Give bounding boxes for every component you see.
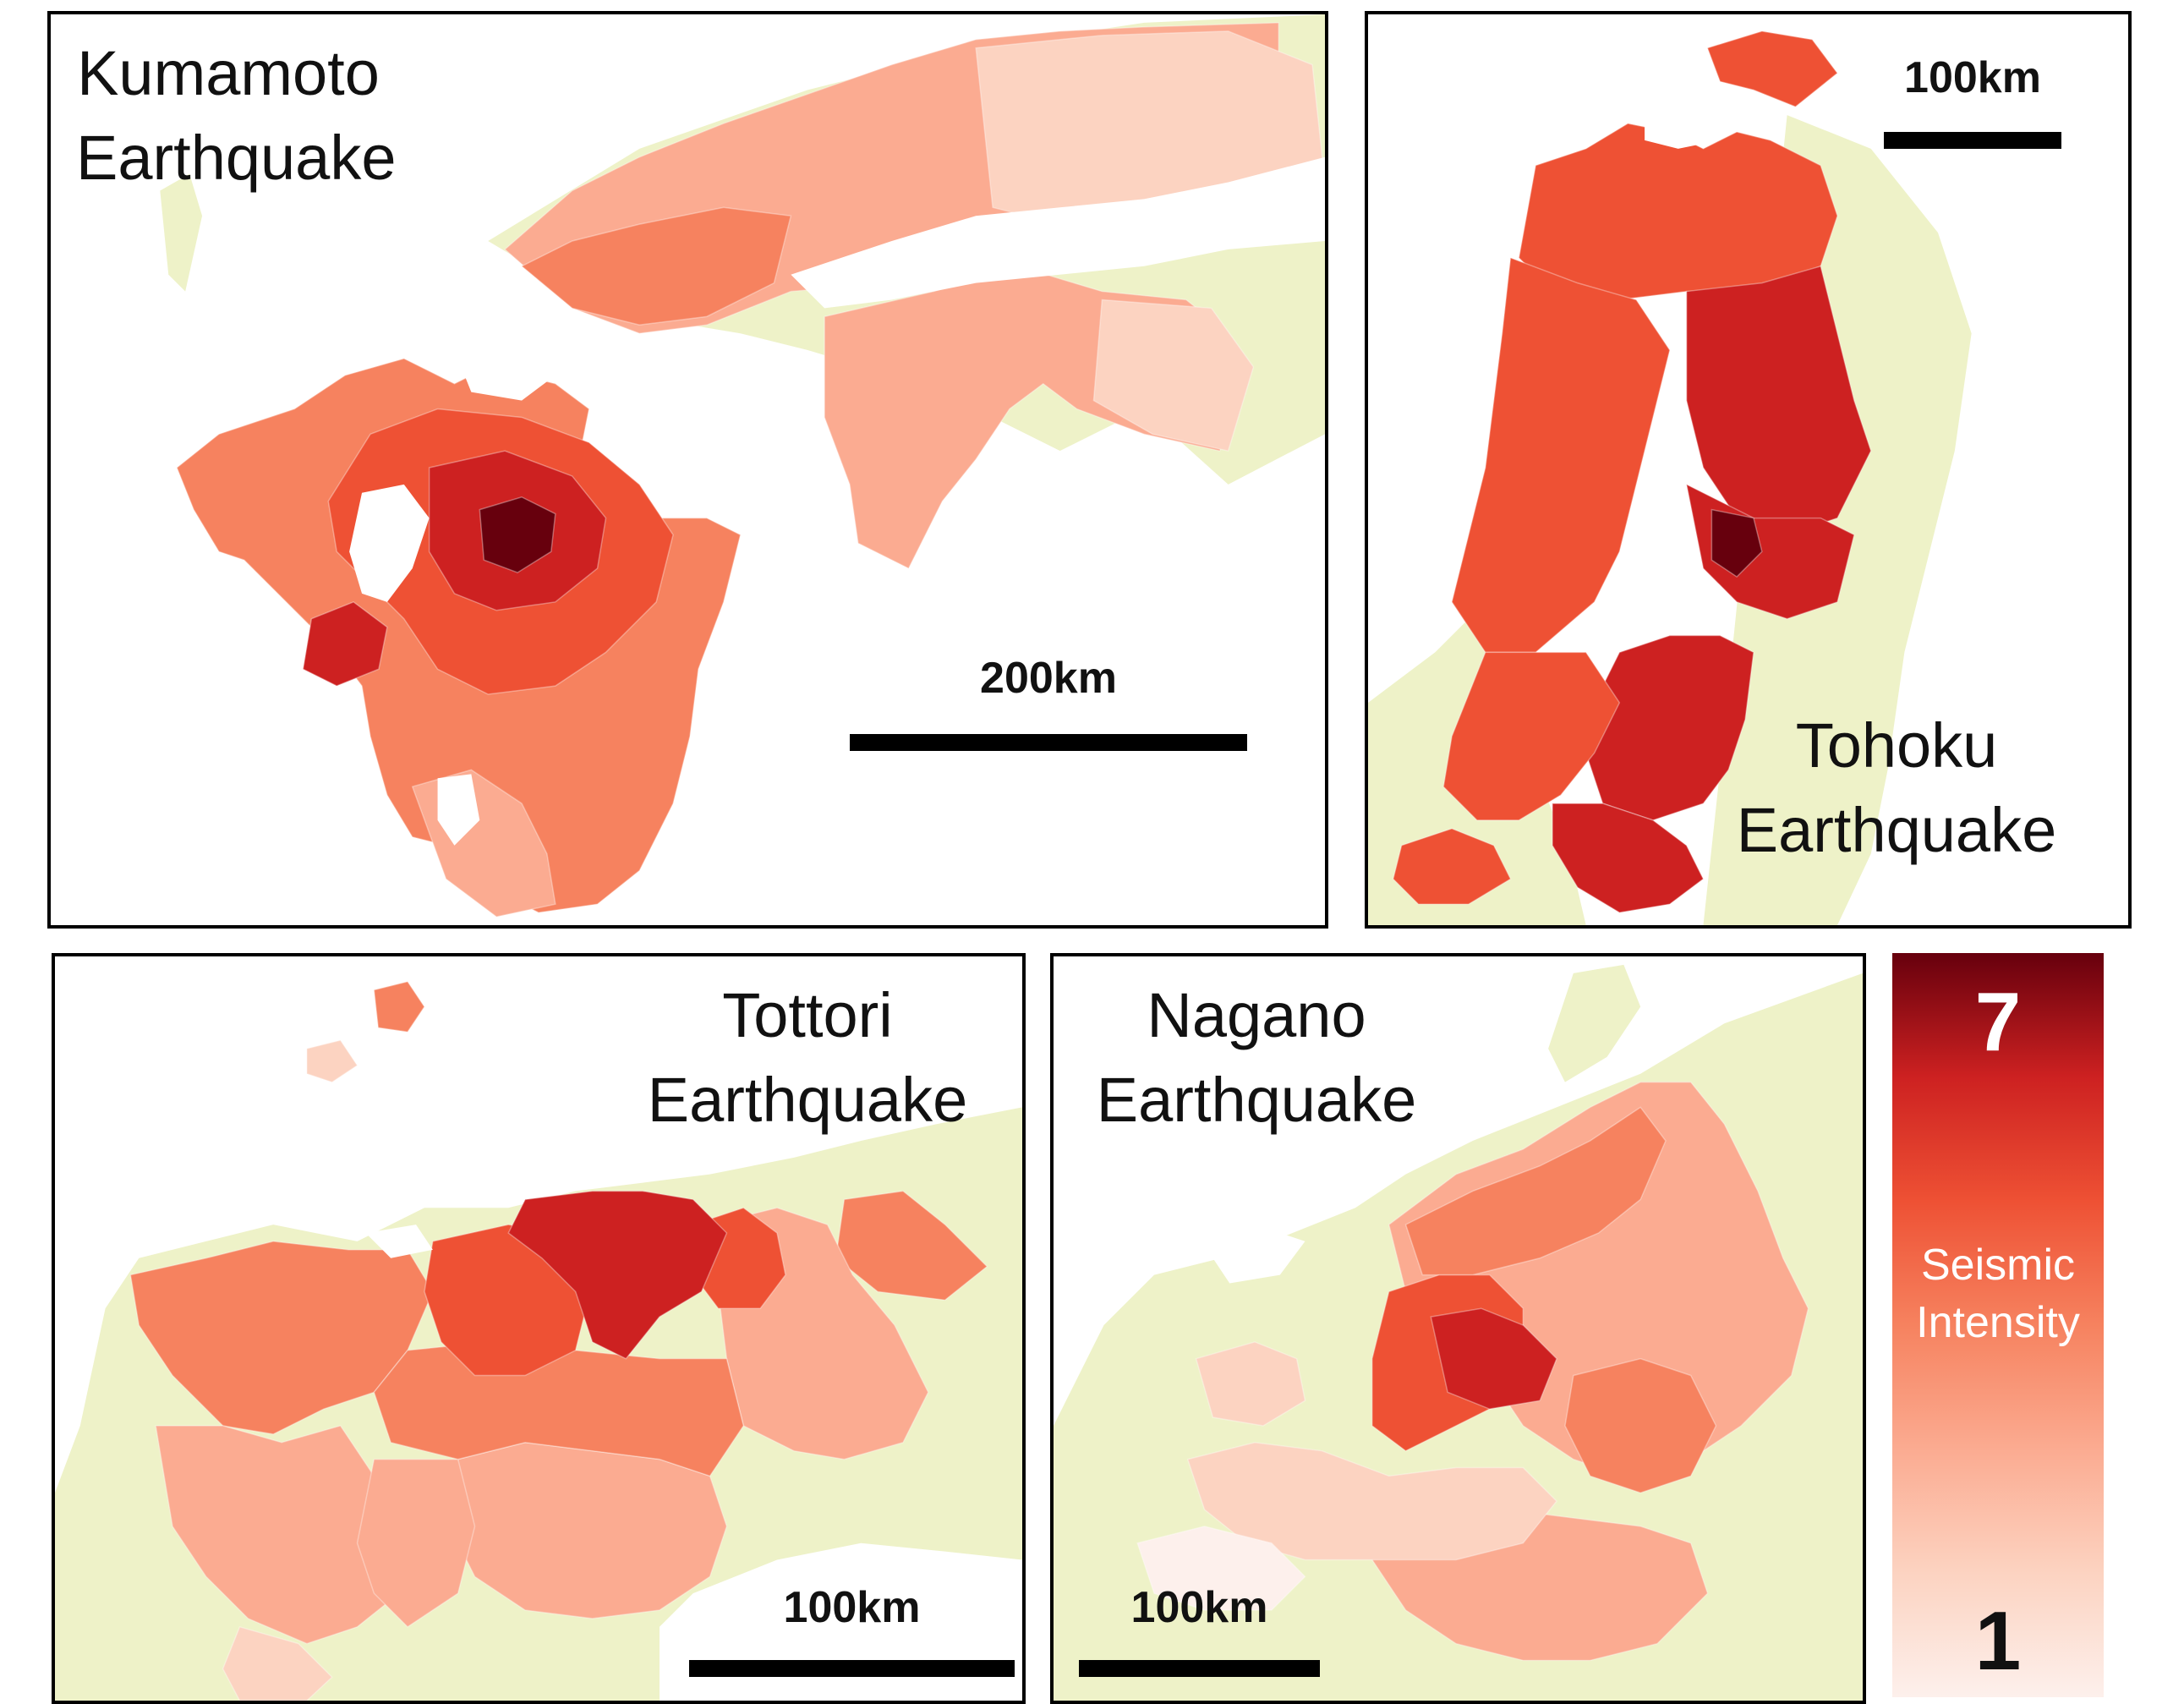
legend-max-label: 7	[1974, 975, 2022, 1068]
kagoshima-bay	[437, 774, 480, 846]
toyama-bay	[1212, 1225, 1305, 1284]
kumamoto-map-panel: Kumamoto Earthquake 200km	[47, 11, 1328, 929]
kumamoto-intensity-map	[51, 14, 1325, 925]
aomori-region	[1518, 123, 1838, 301]
nagano-scale-bar: 100km	[1079, 1582, 1320, 1677]
seismic-intensity-legend: 7 Seismic Intensity 1	[1892, 953, 2104, 1697]
kumamoto-title: Kumamoto Earthquake	[76, 31, 397, 200]
tohoku-scale-bar: 100km	[1884, 52, 2061, 149]
nagano-epicenter-region	[1430, 1307, 1557, 1410]
tottori-epicenter-region	[507, 1190, 728, 1360]
nagano-scale-label: 100km	[1130, 1583, 1268, 1632]
legend-gradient-bar	[1892, 953, 2104, 1697]
tohoku-scale-label: 100km	[1904, 53, 2041, 102]
tohoku-west-region	[1451, 256, 1671, 654]
southwest-faint-region	[1136, 1526, 1306, 1611]
amakusa-region	[302, 600, 388, 687]
kumamoto-scale-line	[850, 734, 1247, 751]
tohoku-title-line1: Tohoku	[1795, 710, 1998, 781]
tohoku-title-line2: Earthquake	[1736, 795, 2057, 865]
island-landmass	[160, 173, 203, 292]
west-sparse-region	[1195, 1341, 1306, 1427]
ibaraki-region	[1552, 803, 1705, 913]
tohoku-epicenter-region	[1711, 508, 1763, 578]
yamagata-region	[1442, 651, 1621, 821]
nagano-title-line1: Nagano	[1147, 980, 1366, 1050]
southwest-region	[222, 1625, 333, 1701]
tottori-title-line2: Earthquake	[647, 1065, 968, 1135]
small-islands-region	[306, 1039, 359, 1083]
legend-caption: Seismic Intensity	[1892, 1236, 2104, 1351]
nagano-scale-line	[1079, 1660, 1320, 1677]
legend-caption-line2: Intensity	[1916, 1298, 2080, 1347]
tohoku-title: Tohoku Earthquake	[1711, 704, 2083, 873]
kumamoto-title-line1: Kumamoto	[77, 38, 380, 108]
tottori-intensity-map	[55, 956, 1022, 1701]
kumamoto-epicenter-region	[479, 496, 556, 573]
nagano-title: Nagano Earthquake	[1079, 973, 1434, 1142]
tottori-title: Tottori Earthquake	[621, 973, 993, 1142]
tochigi-region	[1392, 828, 1512, 905]
tottori-scale-label: 100km	[783, 1583, 921, 1632]
hokkaido-tip-region	[1706, 30, 1839, 108]
iwate-region	[1685, 265, 1872, 536]
tottori-title-line1: Tottori	[722, 980, 893, 1050]
mutsu-bay	[1645, 81, 1738, 149]
sado-island-landmass	[1548, 964, 1641, 1082]
gunma-region	[1564, 1357, 1717, 1494]
central-south-region	[356, 1458, 476, 1628]
nagano-map-panel: Nagano Earthquake 100km	[1050, 953, 1866, 1704]
kumamoto-scale-bar: 200km	[850, 653, 1247, 751]
nagano-intensity-map	[1054, 956, 1863, 1701]
tottori-scale-line	[689, 1660, 1015, 1677]
chugoku-coast-region	[520, 206, 792, 326]
central-band-region	[373, 1341, 745, 1477]
legend-min-label: 1	[1974, 1594, 2022, 1687]
kumamoto-title-line2: Earthquake	[76, 123, 397, 193]
seto-inland-sea	[791, 156, 1325, 309]
kumamoto-scale-label: 200km	[980, 654, 1117, 703]
nagano-title-line2: Earthquake	[1096, 1065, 1417, 1135]
tohoku-intensity-map	[1368, 14, 2128, 925]
tohoku-scale-line	[1884, 132, 2061, 149]
oki-island-region	[373, 980, 425, 1033]
shikoku-east-region	[1092, 299, 1255, 452]
legend-caption-line1: Seismic	[1920, 1241, 2076, 1290]
ariake-sea	[349, 484, 430, 602]
tottori-scale-bar: 100km	[689, 1582, 1015, 1677]
tottori-map-panel: Tottori Earthquake 100km	[52, 953, 1026, 1704]
inlet-water	[454, 342, 556, 401]
nakaumi-lagoon	[365, 1225, 433, 1258]
tohoku-map-panel: 100km Tohoku Earthquake	[1365, 11, 2132, 929]
